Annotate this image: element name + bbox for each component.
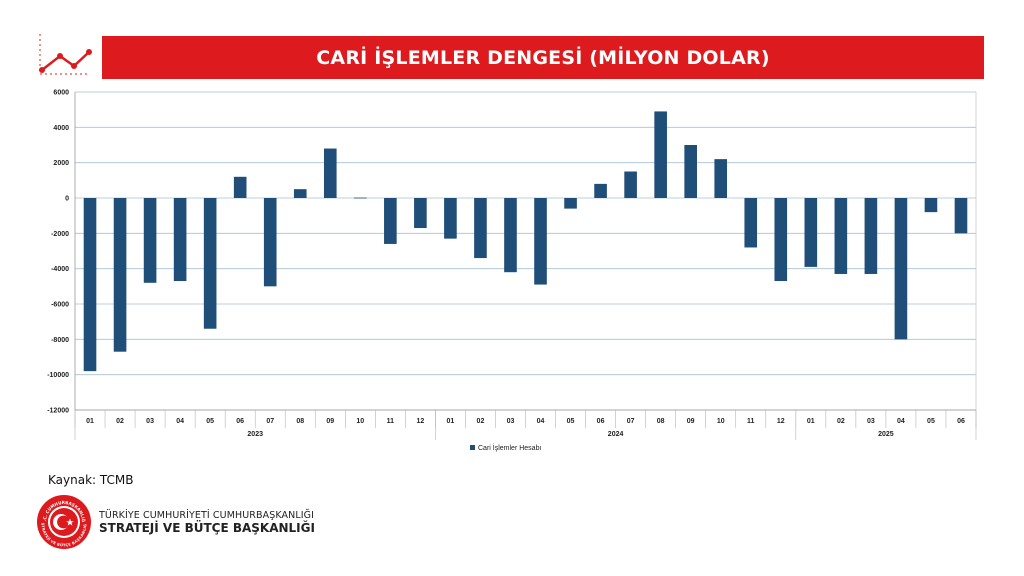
bar [444, 198, 457, 239]
y-tick-label: -8000 [51, 337, 69, 344]
y-tick-label: 4000 [53, 125, 69, 132]
bar [384, 198, 397, 244]
y-tick-label: -4000 [51, 266, 69, 273]
x-tick-label: 05 [206, 418, 214, 425]
year-label: 2024 [608, 431, 624, 438]
bar [864, 198, 878, 274]
bar [173, 198, 187, 282]
bar [774, 198, 788, 282]
year-label: 2025 [878, 431, 894, 438]
x-tick-label: 04 [537, 418, 545, 425]
x-tick-label: 12 [777, 418, 785, 425]
x-tick-label: 04 [897, 418, 905, 425]
bar [594, 183, 607, 198]
x-tick-label: 08 [657, 418, 665, 425]
bar [954, 198, 968, 234]
trend-line-icon [39, 34, 92, 75]
y-tick-label: -6000 [51, 302, 69, 309]
x-tick-label: 05 [567, 418, 575, 425]
y-tick-label: 6000 [53, 90, 69, 97]
chart-title: CARİ İŞLEMLER DENGESİ (MİLYON DOLAR) [316, 46, 770, 69]
legend-label: Cari İşlemler Hesabı [478, 443, 541, 452]
x-tick-label: 01 [807, 418, 815, 425]
org-name-line1: TÜRKİYE CUMHURİYETİ CUMHURBAŞKANLIĞI [99, 510, 314, 521]
bar [323, 148, 337, 198]
source-note: Kaynak: TCMB [48, 473, 134, 487]
bar [534, 198, 547, 285]
x-tick-label: 10 [717, 418, 725, 425]
bar [203, 198, 217, 329]
x-tick-label: 06 [597, 418, 605, 425]
bar [564, 198, 577, 209]
bar [263, 198, 277, 287]
year-label: 2023 [247, 431, 263, 438]
x-tick-label: 03 [867, 418, 875, 425]
bar [414, 198, 427, 229]
legend-swatch [470, 445, 475, 450]
x-tick-label: 02 [837, 418, 845, 425]
bar [354, 197, 367, 199]
bar [804, 198, 818, 267]
bar [233, 176, 247, 198]
bar [684, 145, 697, 198]
x-tick-label: 09 [326, 418, 334, 425]
crescent-star-seal-icon: T.C. CUMHURBAŞKANLIĞI STRATEJİ VE BÜTÇE … [36, 494, 91, 549]
x-tick-label: 11 [387, 418, 395, 425]
x-tick-label: 01 [86, 418, 94, 425]
x-tick-label: 10 [356, 418, 364, 425]
x-tick-label: 02 [477, 418, 485, 425]
bar [293, 189, 307, 198]
y-tick-label: 0 [65, 196, 69, 203]
bar [834, 198, 848, 274]
x-tick-label: 12 [416, 418, 424, 425]
x-tick-label: 06 [236, 418, 244, 425]
y-tick-label: -12000 [47, 408, 69, 415]
bar [924, 198, 938, 213]
bar [474, 198, 487, 259]
org-name-line2: STRATEJİ VE BÜTÇE BAŞKANLIĞI [99, 521, 315, 535]
bar [894, 198, 908, 340]
x-tick-label: 06 [957, 418, 965, 425]
x-tick-label: 08 [296, 418, 304, 425]
x-tick-label: 02 [116, 418, 124, 425]
bar [654, 111, 667, 198]
bar [504, 198, 517, 273]
bar [83, 198, 97, 372]
y-tick-label: -2000 [51, 231, 69, 238]
x-tick-label: 05 [927, 418, 935, 425]
x-tick-label: 03 [507, 418, 515, 425]
x-tick-label: 07 [627, 418, 635, 425]
y-tick-label: -10000 [47, 372, 69, 379]
x-tick-label: 01 [447, 418, 455, 425]
y-tick-label: 2000 [53, 160, 69, 167]
x-tick-label: 07 [266, 418, 274, 425]
bar [744, 198, 758, 248]
bar [624, 171, 637, 198]
title-banner: CARİ İŞLEMLER DENGESİ (MİLYON DOLAR) [102, 36, 984, 79]
bar [143, 198, 157, 283]
x-tick-label: 11 [747, 418, 755, 425]
current-account-bar-chart: 6000 4000 2000 0 -2000 -4000 -6000 -8000 -10000 -… [47, 90, 977, 452]
x-tick-label: 04 [176, 418, 184, 425]
bar [714, 159, 728, 198]
x-tick-label: 09 [687, 418, 695, 425]
bar [113, 198, 127, 352]
x-tick-label: 03 [146, 418, 154, 425]
